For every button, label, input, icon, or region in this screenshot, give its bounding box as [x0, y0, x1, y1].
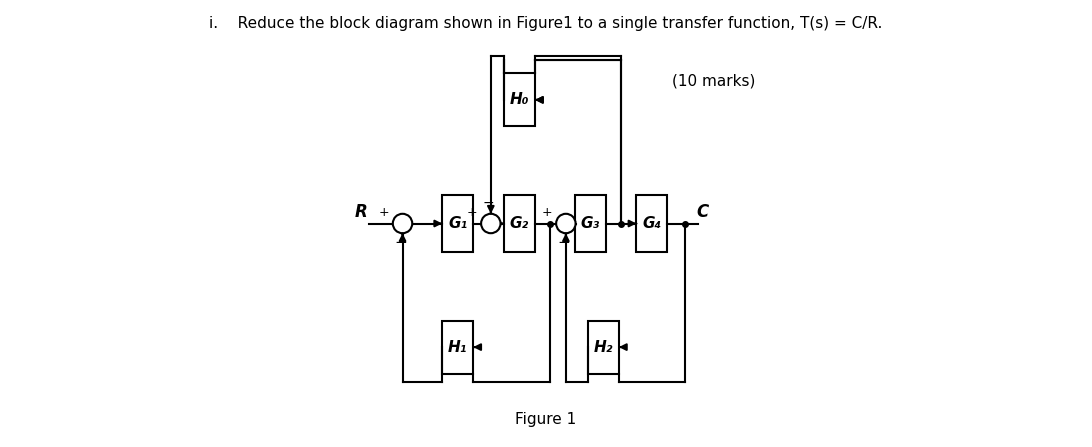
Text: R: R: [354, 203, 367, 221]
Text: Figure 1: Figure 1: [515, 412, 577, 426]
Text: +: +: [467, 206, 477, 219]
FancyBboxPatch shape: [587, 320, 619, 374]
Circle shape: [556, 214, 575, 233]
Text: G₄: G₄: [642, 216, 662, 231]
Text: −: −: [394, 236, 406, 250]
Circle shape: [482, 214, 500, 233]
Text: −: −: [557, 236, 570, 250]
Circle shape: [393, 214, 413, 233]
Text: H₀: H₀: [510, 93, 530, 107]
Text: −: −: [483, 196, 495, 210]
FancyBboxPatch shape: [574, 195, 606, 252]
Text: C: C: [697, 203, 709, 221]
Text: G₂: G₂: [510, 216, 530, 231]
Text: H₁: H₁: [448, 340, 467, 354]
Text: +: +: [379, 206, 389, 219]
Text: G₃: G₃: [581, 216, 600, 231]
Text: +: +: [542, 206, 553, 219]
Text: i.    Reduce the block diagram shown in Figure1 to a single transfer function, T: i. Reduce the block diagram shown in Fig…: [210, 16, 882, 31]
FancyBboxPatch shape: [442, 195, 473, 252]
Text: H₂: H₂: [594, 340, 613, 354]
FancyBboxPatch shape: [442, 320, 473, 374]
Text: (10 marks): (10 marks): [672, 73, 756, 89]
Text: G₁: G₁: [448, 216, 467, 231]
FancyBboxPatch shape: [505, 195, 535, 252]
FancyBboxPatch shape: [505, 73, 535, 127]
FancyBboxPatch shape: [637, 195, 667, 252]
